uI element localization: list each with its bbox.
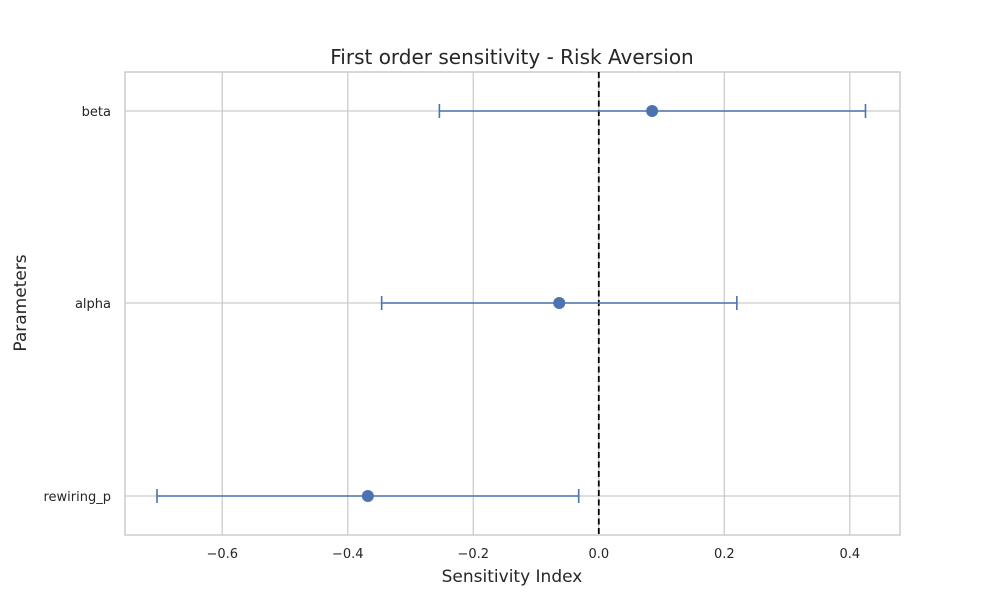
chart-title: First order sensitivity - Risk Aversion (330, 45, 694, 69)
x-tick-labels: −0.6 −0.4 −0.2 0.0 0.2 0.4 (206, 547, 860, 562)
y-tick-labels: beta alpha rewiring_p (43, 105, 111, 505)
plot-frame (124, 71, 901, 536)
x-tick-label: 0.2 (714, 547, 735, 562)
x-tick-label: −0.2 (457, 547, 489, 562)
series-group (156, 104, 867, 503)
y-tick-label-beta: beta (82, 105, 111, 120)
data-point-rewiring_p (361, 490, 374, 502)
x-tick-label: 0.4 (839, 547, 860, 562)
x-tick-label: −0.6 (206, 547, 238, 562)
x-tick-label: 0.0 (588, 547, 609, 562)
y-axis-label: Parameters (11, 254, 31, 351)
x-tick-label: −0.4 (332, 547, 364, 562)
y-tick-label-alpha: alpha (75, 297, 111, 312)
x-axis-label: Sensitivity Index (442, 567, 583, 587)
y-tick-label-rewiring_p: rewiring_p (43, 490, 111, 505)
data-point-alpha (553, 297, 566, 309)
data-point-beta (646, 105, 659, 117)
